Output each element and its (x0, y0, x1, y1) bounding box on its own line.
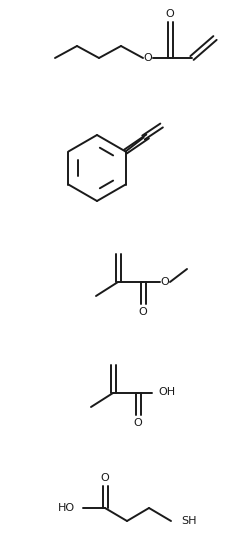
Text: O: O (138, 307, 147, 317)
Text: O: O (166, 9, 174, 19)
Text: O: O (160, 277, 170, 287)
Text: O: O (100, 473, 110, 483)
Text: OH: OH (158, 387, 175, 397)
Text: HO: HO (58, 503, 75, 513)
Text: SH: SH (181, 516, 196, 526)
Text: O: O (134, 418, 142, 428)
Text: O: O (144, 53, 152, 63)
